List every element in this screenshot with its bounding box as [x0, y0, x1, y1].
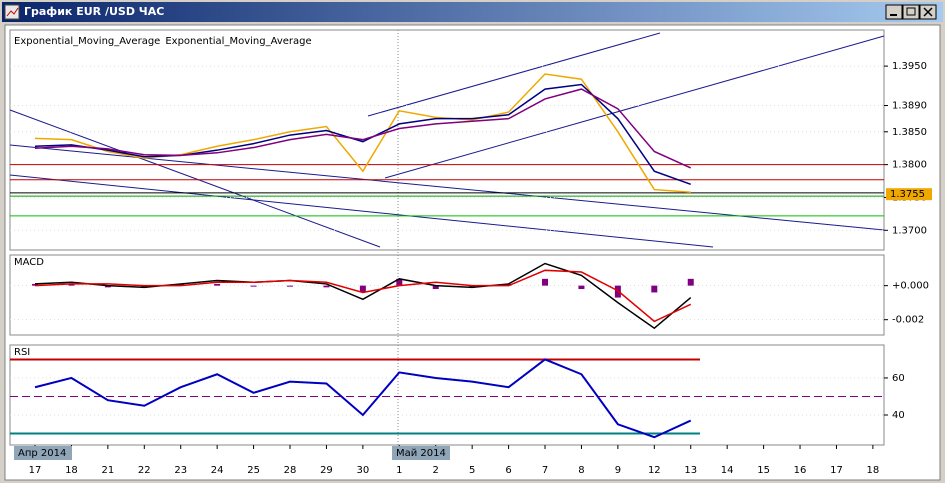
x-tick-label: 18 [867, 465, 880, 476]
y-tick-label: 1.3800 [892, 160, 927, 171]
price-label: 1.3755 [890, 189, 925, 200]
price-marker [886, 188, 932, 201]
month-box [392, 446, 450, 460]
histogram-bar [542, 278, 549, 286]
x-tick-label: 6 [505, 465, 511, 476]
x-tick-label: 18 [65, 465, 78, 476]
month-label: Апр 2014 [18, 448, 66, 459]
legend-entry: Exponential_Moving_Average [14, 36, 160, 47]
x-tick-label: 22 [138, 465, 151, 476]
series-line [34, 358, 692, 439]
x-tick-label: 30 [357, 465, 370, 476]
x-tick-label: 28 [284, 465, 297, 476]
y-tick-label: 40 [892, 410, 905, 421]
panel-title: RSI [14, 347, 30, 358]
histogram-bar [141, 285, 148, 288]
y-tick-label: -0.002 [892, 315, 924, 326]
x-tick-label: 1 [396, 465, 402, 476]
legend-entry: Exponential_Moving_Average [165, 36, 311, 47]
x-tick-label: 8 [578, 465, 584, 476]
histogram-bar [687, 278, 694, 286]
histogram-bar [359, 285, 366, 293]
y-tick-label: 1.3890 [892, 101, 927, 112]
y-tick-label: 1.3700 [892, 225, 927, 236]
histogram-bar [469, 285, 476, 288]
x-tick-label: 9 [615, 465, 621, 476]
histogram-bar [505, 283, 512, 286]
histogram-bar [578, 285, 585, 290]
histogram-bar [250, 285, 257, 287]
trend-line [367, 32, 661, 117]
trend-line [384, 35, 885, 179]
title-bar [2, 2, 943, 22]
month-label: Май 2014 [396, 448, 446, 459]
x-tick-label: 21 [101, 465, 114, 476]
month-box [14, 446, 72, 460]
x-tick-label: 29 [320, 465, 333, 476]
y-tick-label: 60 [892, 373, 905, 384]
x-tick-label: 17 [29, 465, 42, 476]
series-line [34, 88, 692, 169]
series-line [34, 269, 692, 323]
histogram-bar [287, 285, 294, 287]
rsi-panel [9, 344, 885, 446]
icon-glyph [6, 7, 19, 17]
histogram-bar [68, 283, 75, 286]
x-tick-label: 23 [174, 465, 187, 476]
histogram-bar [323, 285, 330, 288]
x-tick-label: 16 [794, 465, 807, 476]
x-tick-label: 5 [469, 465, 475, 476]
panel-title: MACD [14, 257, 44, 268]
x-tick-label: 13 [684, 465, 697, 476]
y-tick-label: 1.3850 [892, 127, 927, 138]
histogram-bar [651, 285, 658, 293]
trend-line [9, 109, 381, 248]
macd-panel [9, 254, 885, 336]
channel-lines [9, 32, 885, 248]
maximize-button[interactable] [902, 4, 920, 20]
minimize-button[interactable] [885, 4, 903, 20]
x-tick-label: 12 [648, 465, 661, 476]
series-line [34, 83, 691, 186]
y-tick-label: +0.000 [892, 281, 929, 292]
histogram-bar [104, 285, 111, 288]
x-tick-label: 17 [830, 465, 843, 476]
x-tick-label: 15 [757, 465, 770, 476]
histogram-bar [214, 283, 221, 286]
main-panel [9, 29, 885, 251]
window-title: График EUR /USD ЧАС [24, 5, 164, 18]
histogram-bar [32, 283, 38, 286]
x-tick-label: 24 [211, 465, 224, 476]
x-tick-label: 7 [542, 465, 548, 476]
y-tick-label: 1.3950 [892, 61, 927, 72]
window-buttons[interactable] [885, 4, 937, 20]
maximize-glyph [906, 7, 916, 16]
histogram-bar [396, 278, 403, 286]
x-tick-label: 25 [247, 465, 260, 476]
histogram-bar [177, 283, 184, 286]
x-tick-label: 2 [433, 465, 439, 476]
series-line [34, 73, 691, 193]
trend-line [9, 174, 714, 248]
series-line [34, 262, 692, 330]
histogram-bar [432, 285, 439, 290]
x-tick-label: 14 [721, 465, 734, 476]
close-glyph [923, 7, 933, 17]
